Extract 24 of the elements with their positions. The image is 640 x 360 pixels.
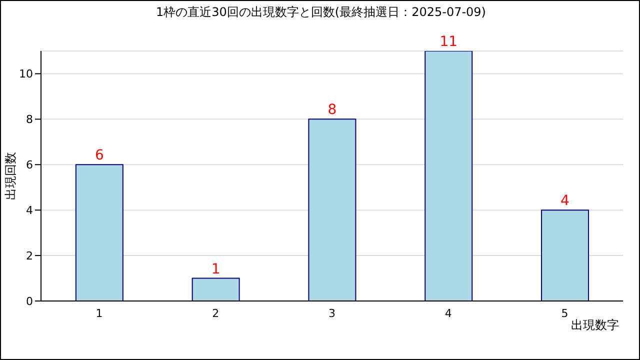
chart-title: 1枠の直近30回の出現数字と回数(最終抽選日：2025-07-09) (154, 4, 487, 21)
bar (192, 278, 240, 301)
bar (308, 118, 356, 301)
y-tick-label: 2 (26, 249, 33, 262)
data-label: 11 (440, 34, 458, 50)
bar (541, 210, 590, 301)
y-tick-label: 0 (26, 294, 33, 308)
bar (424, 51, 473, 301)
x-tick-label: 2 (212, 306, 220, 320)
data-label: 6 (94, 148, 104, 164)
x-tick-label: 3 (328, 306, 336, 320)
x-tick-label: 4 (444, 306, 452, 320)
y-tick-label: 6 (26, 158, 33, 172)
data-label: 8 (328, 102, 337, 118)
data-label: 4 (560, 193, 570, 210)
x-tick-label: 1 (96, 306, 103, 320)
data-label: 1 (211, 261, 220, 278)
y-tick-label: 4 (26, 204, 33, 217)
x-tick-label: 5 (561, 306, 568, 320)
bar (75, 164, 124, 301)
y-tick-label: 10 (19, 68, 33, 81)
y-axis-title: 出現回数 (2, 152, 18, 200)
x-axis-title: 出現数字 (571, 317, 619, 334)
y-tick-label: 8 (26, 113, 33, 126)
